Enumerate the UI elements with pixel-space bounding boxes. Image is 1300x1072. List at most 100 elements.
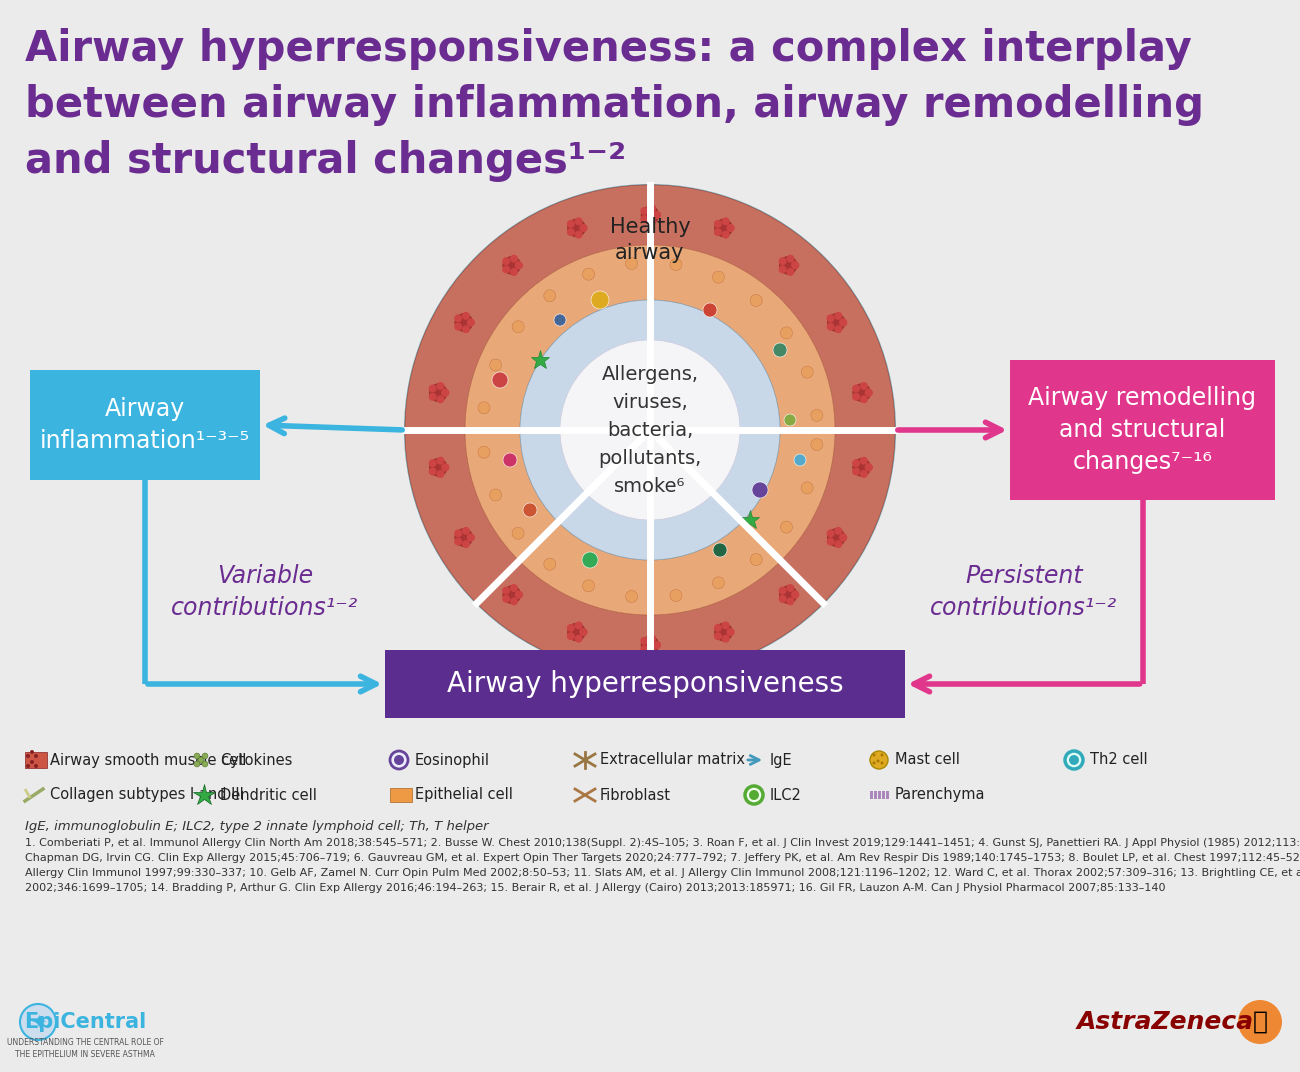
Text: Extracellular matrix: Extracellular matrix (601, 753, 745, 768)
Circle shape (827, 538, 835, 546)
Circle shape (751, 482, 768, 498)
Circle shape (510, 255, 517, 263)
Circle shape (779, 585, 797, 604)
Circle shape (478, 446, 490, 458)
Circle shape (835, 325, 842, 333)
Circle shape (429, 467, 437, 476)
Circle shape (437, 396, 445, 403)
Circle shape (491, 372, 508, 388)
Text: Th2 cell: Th2 cell (1089, 753, 1148, 768)
Circle shape (543, 289, 556, 302)
Circle shape (840, 534, 848, 541)
FancyBboxPatch shape (385, 650, 905, 718)
Circle shape (779, 595, 786, 602)
Circle shape (811, 410, 823, 421)
Circle shape (653, 641, 660, 649)
Circle shape (26, 764, 30, 768)
Circle shape (649, 218, 656, 226)
Circle shape (653, 641, 660, 649)
Circle shape (502, 266, 510, 273)
Circle shape (567, 632, 575, 640)
Circle shape (20, 1004, 56, 1040)
Circle shape (503, 453, 517, 467)
Circle shape (840, 318, 848, 327)
Circle shape (394, 755, 404, 765)
Circle shape (786, 268, 794, 276)
FancyBboxPatch shape (30, 370, 260, 480)
Circle shape (649, 647, 656, 656)
Circle shape (641, 215, 649, 223)
Circle shape (429, 385, 437, 392)
Circle shape (543, 559, 556, 570)
Circle shape (567, 228, 575, 236)
Circle shape (1238, 1000, 1282, 1044)
Circle shape (722, 230, 729, 239)
Text: IgE, immunoglobulin E; ILC2, type 2 innate lymphoid cell; Th, T helper: IgE, immunoglobulin E; ILC2, type 2 inna… (25, 820, 489, 833)
Circle shape (406, 185, 894, 675)
Circle shape (503, 256, 521, 274)
Circle shape (835, 540, 842, 548)
Circle shape (670, 590, 682, 601)
Circle shape (641, 207, 649, 214)
Circle shape (750, 553, 762, 566)
Circle shape (580, 628, 588, 636)
Circle shape (864, 389, 872, 397)
Circle shape (462, 526, 471, 535)
Text: UNDERSTANDING THE CENTRAL ROLE OF
THE EPITHELIUM IN SEVERE ASTHMA: UNDERSTANDING THE CENTRAL ROLE OF THE EP… (6, 1038, 164, 1059)
Circle shape (429, 384, 447, 402)
Text: Allergy Clin Immunol 1997;99:330–337; 10. Gelb AF, Zamel N. Curr Opin Pulm Med 2: Allergy Clin Immunol 1997;99:330–337; 10… (25, 868, 1300, 878)
Circle shape (515, 262, 523, 269)
Circle shape (780, 521, 793, 533)
Circle shape (567, 220, 575, 228)
Circle shape (202, 761, 208, 766)
Circle shape (714, 220, 722, 228)
Circle shape (462, 325, 471, 333)
Circle shape (870, 751, 888, 769)
Text: Mast cell: Mast cell (894, 753, 959, 768)
Circle shape (876, 759, 880, 762)
Circle shape (429, 459, 447, 476)
Circle shape (722, 218, 729, 225)
Circle shape (714, 632, 722, 640)
Circle shape (784, 414, 796, 426)
Circle shape (852, 467, 861, 476)
Circle shape (454, 530, 462, 537)
Wedge shape (465, 245, 835, 615)
Circle shape (515, 591, 523, 598)
Circle shape (503, 585, 521, 604)
Circle shape (779, 266, 786, 273)
Circle shape (30, 750, 34, 754)
Circle shape (864, 463, 872, 472)
Circle shape (441, 389, 450, 397)
Circle shape (641, 636, 659, 654)
Circle shape (560, 340, 740, 520)
Circle shape (441, 389, 450, 397)
Text: Collagen subtypes I and III: Collagen subtypes I and III (49, 788, 244, 803)
FancyBboxPatch shape (25, 751, 47, 768)
Text: and structural changes¹⁻²: and structural changes¹⁻² (25, 140, 627, 182)
Circle shape (467, 534, 474, 541)
Text: IgE: IgE (770, 753, 793, 768)
Text: Allergens,
viruses,
bacteria,
pollutants,
smoke⁶: Allergens, viruses, bacteria, pollutants… (598, 364, 702, 495)
Text: Airway hyperresponsiveness: a complex interplay: Airway hyperresponsiveness: a complex in… (25, 28, 1192, 70)
Circle shape (712, 271, 724, 283)
Circle shape (437, 470, 445, 478)
Circle shape (478, 402, 490, 414)
Circle shape (1065, 751, 1083, 769)
Circle shape (714, 228, 722, 236)
Text: ILC2: ILC2 (770, 788, 802, 803)
Circle shape (811, 438, 823, 450)
Circle shape (34, 754, 38, 758)
Circle shape (853, 459, 871, 476)
Circle shape (801, 482, 814, 494)
Circle shape (429, 459, 437, 467)
Circle shape (880, 754, 884, 757)
Circle shape (515, 591, 523, 598)
Circle shape (455, 313, 473, 331)
Circle shape (502, 595, 510, 602)
Circle shape (835, 526, 842, 535)
Circle shape (467, 318, 474, 327)
Circle shape (780, 327, 793, 339)
Circle shape (580, 224, 588, 232)
Circle shape (801, 367, 814, 378)
